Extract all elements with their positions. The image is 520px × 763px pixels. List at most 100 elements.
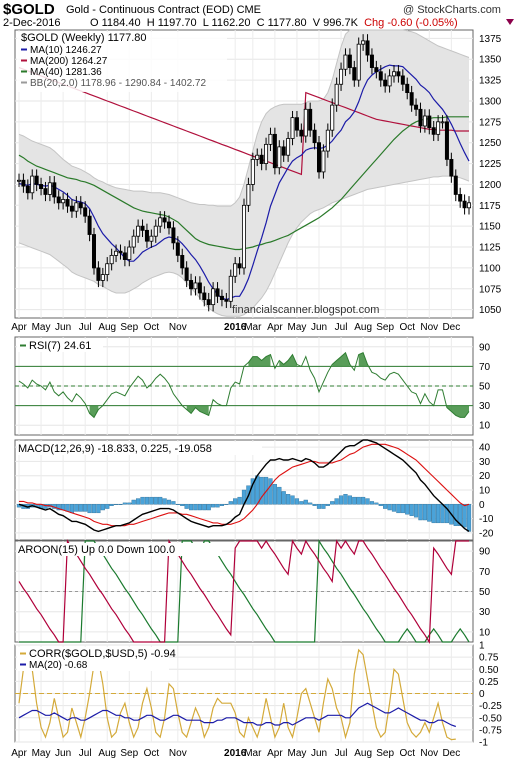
time-label-top: Nov — [420, 322, 438, 333]
macd-histogram-bar — [281, 491, 286, 505]
candle-body — [131, 235, 136, 248]
panel-3-tick-label: 10 — [479, 627, 491, 638]
candle-body — [272, 133, 277, 169]
candle-body — [166, 221, 171, 229]
candle-body — [140, 225, 145, 231]
macd-histogram-bar — [131, 499, 136, 505]
macd-histogram-bar — [272, 484, 277, 505]
candle-body — [78, 202, 83, 209]
macd-histogram-bar — [290, 495, 295, 505]
candle-body — [409, 92, 414, 106]
bollinger-lower-line — [18, 175, 470, 317]
macd-histogram-bar — [396, 504, 401, 514]
macd-histogram-bar — [440, 504, 445, 524]
candle-body — [312, 129, 317, 144]
candle-body — [246, 184, 251, 206]
macd-histogram-bar — [153, 496, 158, 505]
macd-histogram-bar — [158, 496, 163, 505]
candle-body — [268, 133, 273, 145]
candle-body — [39, 184, 44, 190]
candle-body — [365, 40, 370, 56]
change-down-indicator-icon — [506, 19, 514, 25]
panel-1-tick-label: 30 — [479, 401, 491, 412]
time-label-top: Apr — [11, 322, 27, 333]
candle-body — [100, 274, 105, 281]
macd-histogram-bar — [74, 504, 79, 512]
panel-1-tick-label: 90 — [479, 342, 491, 353]
candle-body — [440, 121, 445, 124]
candle-body — [127, 246, 132, 260]
candle-body — [237, 263, 242, 269]
time-label-top: Oct — [144, 322, 160, 333]
time-label-top: Nov — [169, 322, 187, 333]
panel-3-tick-label: 50 — [479, 587, 491, 598]
candle-body — [52, 182, 57, 198]
panel-0-tick-label: 1150 — [479, 222, 501, 233]
macd-histogram-bar — [444, 504, 450, 524]
panel-0-tick-label: 1300 — [479, 96, 502, 107]
candle-body — [224, 299, 229, 302]
candle-body — [330, 104, 335, 131]
panel-4-tick-label: 0.75 — [479, 653, 499, 664]
panel-2-tick-label: 0 — [479, 500, 485, 511]
macd-histogram-bar — [343, 494, 348, 505]
exchange-label: CME — [236, 4, 262, 16]
candle-body — [462, 200, 467, 209]
panel-0-frame — [14, 29, 474, 319]
panel-2-tick-label: -10 — [479, 514, 494, 525]
price-legend-backdrop — [17, 32, 227, 92]
macd-histogram-bar — [369, 501, 375, 505]
symbol-title[interactable]: $GOLD — [3, 1, 55, 18]
panel-3-tick-label: 90 — [479, 547, 491, 558]
candle-body — [422, 115, 427, 127]
candle-body — [405, 83, 410, 94]
rsi-line — [18, 351, 470, 419]
macd-histogram-bar — [418, 504, 423, 521]
time-label-bottom: Sep — [120, 748, 138, 759]
candle-body — [374, 67, 379, 73]
time-label-top: Jul — [79, 322, 92, 333]
candle-body — [30, 175, 35, 194]
candle-body — [61, 199, 66, 204]
macd-histogram-bar — [458, 504, 463, 526]
candle-body — [197, 282, 202, 294]
symbol-description: Gold - Continuous Contract (EOD) CME — [66, 4, 261, 16]
close-value: C 1177.80 — [256, 17, 307, 29]
macd-histogram-bar — [219, 504, 225, 506]
candle-body — [339, 68, 344, 85]
corr-title: CORR($GOLD,$USD,5) -0.94 — [29, 648, 176, 660]
panel-0-tick-label: 1250 — [479, 138, 502, 149]
candle-body — [444, 121, 449, 160]
time-label-bottom: Apr — [11, 748, 27, 759]
macd-histogram-bar — [286, 494, 291, 505]
time-label-bottom: 2016 — [224, 748, 247, 759]
panel-2-tick-label: 20 — [479, 471, 491, 482]
macd-histogram-bar — [325, 504, 330, 506]
candle-body — [281, 146, 286, 156]
time-label-top: Apr — [267, 322, 283, 333]
candle-body — [316, 142, 321, 173]
candle-body — [175, 242, 180, 256]
panel-0-tick-label: 1350 — [479, 55, 502, 66]
panel-0-tick-label: 1225 — [479, 159, 502, 170]
macd-histogram-bar — [237, 496, 242, 505]
panel-0-tick-label: 1200 — [479, 180, 502, 191]
aroon-title-backdrop — [17, 543, 222, 556]
candle-body — [334, 83, 339, 106]
candle-body — [458, 194, 463, 202]
macd-histogram-bar — [193, 504, 198, 511]
candle-body — [202, 292, 207, 301]
open-value: O 1184.40 — [90, 17, 141, 29]
macd-histogram-bar — [462, 504, 467, 528]
macd-histogram-bar — [374, 502, 379, 505]
candle-body — [277, 146, 282, 169]
candle-body — [206, 299, 211, 306]
bollinger-band-area — [19, 30, 469, 317]
candle-body — [21, 179, 26, 187]
macd-title: MACD(12,26,9) -18.833, 0.225, -19.058 — [18, 443, 212, 455]
macd-histogram-bar — [338, 495, 344, 505]
stockcharts-brand[interactable]: @ StockCharts.com — [403, 4, 501, 16]
corr-title-backdrop — [17, 647, 169, 671]
watermark: financialscanner.blogspot.com — [232, 304, 379, 316]
candle-body — [83, 207, 88, 217]
